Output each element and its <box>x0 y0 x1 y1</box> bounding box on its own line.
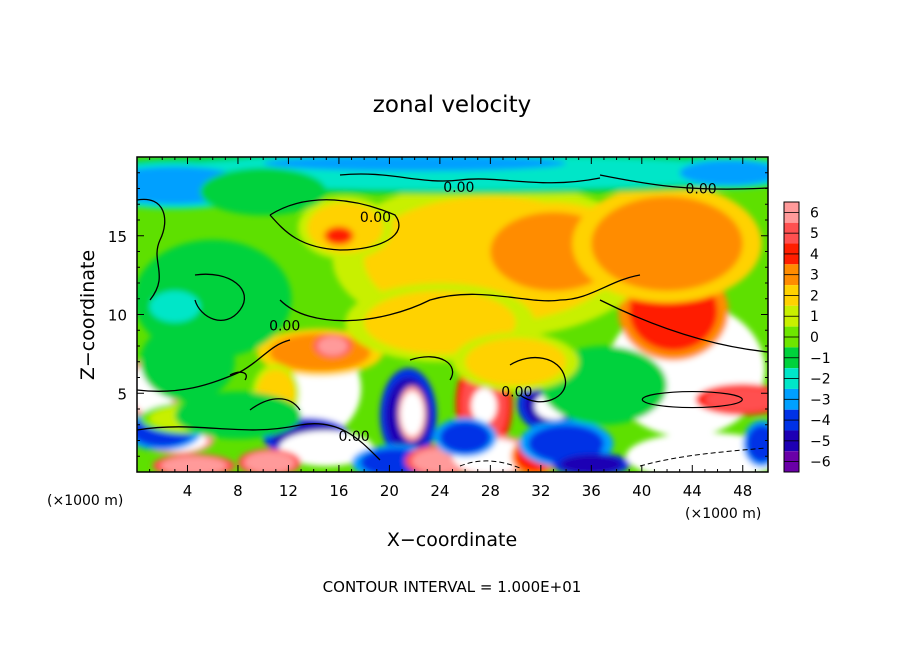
contour-line <box>599 299 768 353</box>
colorbar-label: 3 <box>810 268 819 284</box>
x-axis-label: X−coordinate <box>387 529 517 551</box>
y-tick-label: 5 <box>117 385 127 403</box>
velocity-field <box>137 157 768 472</box>
contour-line <box>339 173 601 184</box>
x-unit-label-left: (×1000 m) <box>47 493 123 509</box>
field-blob <box>149 290 201 323</box>
contour-label: 0.00 <box>360 210 391 226</box>
field-blob <box>746 424 768 463</box>
x-tick-label: 8 <box>233 482 243 500</box>
contour-label: 0.00 <box>338 429 369 445</box>
contour-line-negative <box>459 460 521 469</box>
field-blob <box>244 451 295 472</box>
x-tick-label: 48 <box>733 482 752 500</box>
x-tick-label: 28 <box>481 482 500 500</box>
field-blob <box>553 353 655 417</box>
y-tick-label: 15 <box>108 228 127 246</box>
x-unit-label-right: (×1000 m) <box>685 506 761 522</box>
x-tick-label: 20 <box>380 482 399 500</box>
contour-line <box>194 273 246 321</box>
contour-line <box>641 390 743 409</box>
field-blob <box>641 437 768 472</box>
colorbar-label: 4 <box>810 247 819 263</box>
colorbar: 6 5 4 3 2 1 0 −1 −2 −3 −4 −5 −6 <box>783 201 831 473</box>
contour-label: 0.00 <box>269 319 300 335</box>
x-tick-label: 44 <box>683 482 702 500</box>
contour-line <box>137 423 381 461</box>
colorbar-label: −6 <box>810 455 831 471</box>
field-blob <box>149 330 226 394</box>
x-tick-label: 4 <box>183 482 193 500</box>
contour-line <box>409 356 454 381</box>
colorbar-label: 5 <box>810 226 819 242</box>
contour-interval-footer: CONTOUR INTERVAL = 1.000E+01 <box>323 578 582 596</box>
colorbar-label: −5 <box>810 434 831 450</box>
field-blob <box>400 391 424 436</box>
contour-line <box>599 174 768 190</box>
contour-line-negative <box>639 447 767 467</box>
field-blob <box>679 160 768 186</box>
field-blob <box>591 196 743 291</box>
contour-label: 0.00 <box>443 180 474 196</box>
chart-title: zonal velocity <box>373 92 531 118</box>
zero-contours: 0.00 0.00 0.00 0.00 0.00 0.00 <box>137 173 768 469</box>
colorbar-label: −3 <box>810 392 831 408</box>
contour-line <box>279 274 641 322</box>
x-tick-label: 36 <box>582 482 601 500</box>
contour-line <box>249 398 301 411</box>
x-tick-label: 32 <box>531 482 550 500</box>
x-tick-label: 12 <box>279 482 298 500</box>
x-tick-label: 16 <box>329 482 348 500</box>
field-blob <box>317 336 348 356</box>
contour-line <box>137 198 166 301</box>
field-blob <box>212 172 314 211</box>
colorbar-label: 6 <box>810 205 819 221</box>
contour-line <box>509 357 567 403</box>
field-blob <box>326 227 352 244</box>
field-blob <box>187 396 289 435</box>
contour-label: 0.00 <box>686 182 717 198</box>
colorbar-label: −1 <box>810 351 831 367</box>
field-blob <box>288 434 365 463</box>
field-blob <box>160 456 227 472</box>
contour-line <box>229 371 247 381</box>
contour-line <box>269 199 400 251</box>
field-blob <box>559 454 623 472</box>
field-blob <box>439 421 491 454</box>
contour-line <box>137 339 291 392</box>
x-tick-label: 24 <box>430 482 449 500</box>
field-blob <box>473 391 495 421</box>
colorbar-label: −4 <box>810 413 831 429</box>
colorbar-label: 1 <box>810 309 819 325</box>
colorbar-label: 0 <box>810 330 819 346</box>
colorbar-label: −2 <box>810 372 831 388</box>
y-tick-label: 10 <box>108 307 127 325</box>
x-tick-label: 40 <box>632 482 651 500</box>
y-axis-label: Z−coordinate <box>77 250 99 380</box>
contour-label: 0.00 <box>501 385 532 401</box>
colorbar-label: 2 <box>810 288 819 304</box>
